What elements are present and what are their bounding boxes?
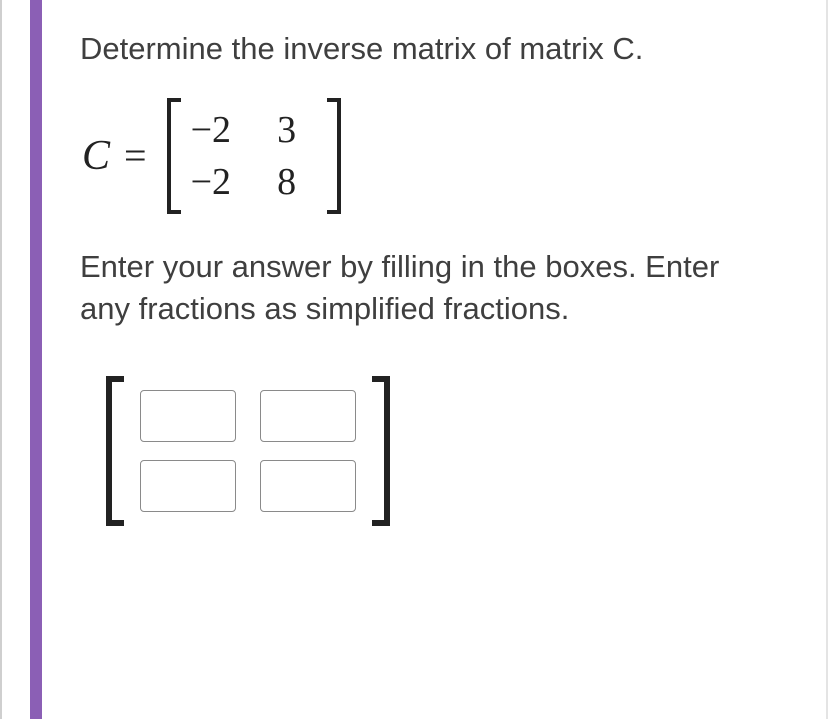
right-bracket-icon [325,98,343,214]
answer-cell-2-2[interactable] [260,460,356,512]
answer-body [128,376,368,526]
matrix-row: −2 8 [191,160,317,204]
matrix-cell: 8 [257,160,317,204]
matrix-equation: C = −2 3 −2 8 [82,98,776,214]
matrix-body: −2 3 −2 8 [183,98,325,214]
equals-sign: = [124,132,147,179]
answer-instruction: Enter your answer by filling in the boxe… [80,246,776,330]
answer-row [140,460,356,512]
variable-name: C [82,132,110,180]
answer-cell-1-2[interactable] [260,390,356,442]
matrix-cell: −2 [191,108,257,152]
content-area: Determine the inverse matrix of matrix C… [80,0,806,526]
matrix-row: −2 3 [191,108,317,152]
matrix-cell: 3 [257,108,317,152]
matrix-c: −2 3 −2 8 [165,98,343,214]
answer-cell-2-1[interactable] [140,460,236,512]
answer-cell-1-1[interactable] [140,390,236,442]
left-bracket-icon [104,376,128,526]
question-prompt: Determine the inverse matrix of matrix C… [80,28,776,70]
right-bracket-icon [368,376,392,526]
question-card: Determine the inverse matrix of matrix C… [0,0,828,719]
answer-row [140,390,356,442]
accent-bar [30,0,42,719]
matrix-cell: −2 [191,160,257,204]
answer-matrix [104,376,776,526]
left-bracket-icon [165,98,183,214]
